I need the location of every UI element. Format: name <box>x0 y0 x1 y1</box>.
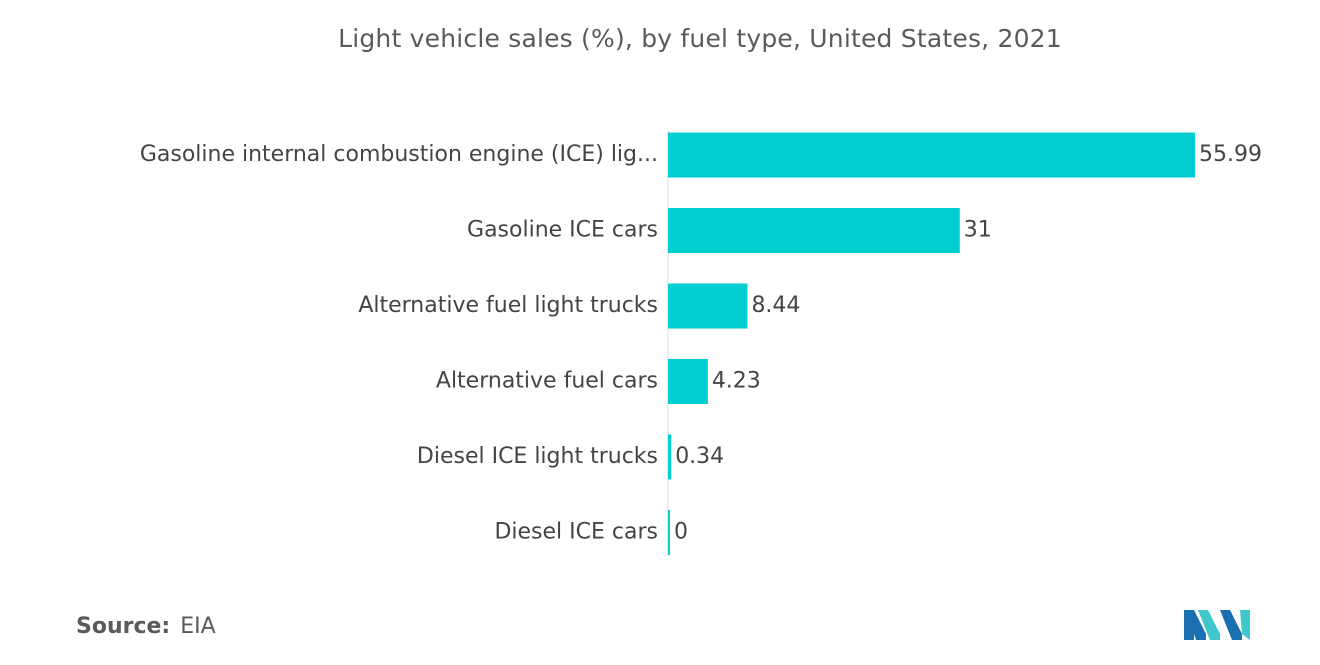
value-label-5: 0 <box>674 520 688 545</box>
bar-5 <box>668 510 670 555</box>
category-label-1: Gasoline ICE cars <box>467 218 658 243</box>
category-label-2: Alternative fuel light trucks <box>358 293 658 318</box>
bar-1 <box>668 208 960 253</box>
bar-0 <box>668 132 1195 178</box>
bar-4 <box>668 434 672 480</box>
mordor-intelligence-logo-icon <box>1184 604 1250 644</box>
bar-2 <box>668 283 748 329</box>
source-label: Source: <box>76 614 171 639</box>
value-label-4: 0.34 <box>675 444 724 469</box>
source-value: EIA <box>180 614 216 639</box>
bar-3 <box>668 359 708 404</box>
category-label-4: Diesel ICE light trucks <box>417 444 658 469</box>
category-label-3: Alternative fuel cars <box>436 369 658 394</box>
value-label-0: 55.99 <box>1199 142 1262 167</box>
value-label-2: 8.44 <box>751 293 800 318</box>
value-label-1: 31 <box>964 218 992 243</box>
value-label-3: 4.23 <box>712 369 761 394</box>
category-label-0: Gasoline internal combustion engine (ICE… <box>140 142 658 167</box>
chart-title: Light vehicle sales (%), by fuel type, U… <box>338 24 1062 53</box>
category-label-5: Diesel ICE cars <box>494 520 658 545</box>
source-note: Source: EIA <box>76 614 216 639</box>
